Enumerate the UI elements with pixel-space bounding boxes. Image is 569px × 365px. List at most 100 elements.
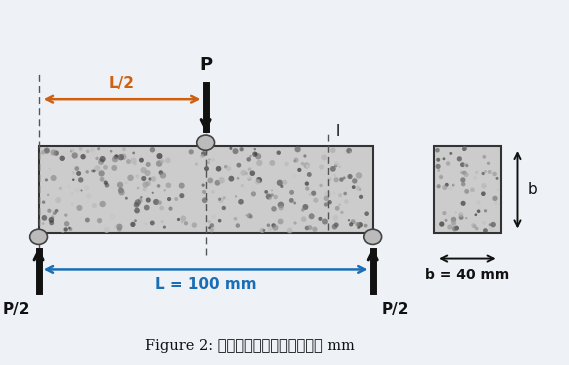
- Point: [207, 227, 216, 233]
- Point: [205, 225, 214, 231]
- Point: [277, 202, 286, 208]
- Point: [122, 195, 131, 201]
- Point: [133, 199, 142, 205]
- Point: [459, 200, 468, 206]
- Point: [148, 190, 157, 196]
- Bar: [39, 146, 373, 233]
- Point: [224, 166, 233, 172]
- Point: [335, 164, 344, 170]
- Point: [330, 172, 339, 178]
- Point: [117, 189, 126, 195]
- Point: [199, 151, 208, 157]
- Text: l: l: [336, 124, 340, 139]
- Point: [141, 221, 150, 227]
- Point: [47, 220, 56, 226]
- Point: [361, 219, 370, 225]
- Point: [451, 210, 460, 215]
- Point: [177, 183, 186, 189]
- Point: [353, 185, 362, 191]
- Point: [267, 188, 277, 193]
- Point: [57, 155, 67, 161]
- Point: [202, 166, 211, 172]
- Point: [97, 170, 106, 176]
- Point: [282, 161, 291, 167]
- Point: [293, 146, 302, 152]
- Point: [460, 146, 469, 151]
- Text: P: P: [199, 56, 212, 74]
- Point: [357, 194, 366, 200]
- Point: [124, 159, 133, 165]
- Point: [345, 174, 354, 180]
- Point: [115, 226, 124, 232]
- Point: [480, 183, 489, 189]
- Point: [245, 166, 254, 172]
- Point: [122, 180, 131, 186]
- Point: [98, 156, 107, 162]
- Point: [234, 162, 244, 168]
- Point: [241, 212, 250, 218]
- Point: [245, 213, 254, 219]
- Point: [115, 224, 124, 230]
- Point: [271, 225, 280, 231]
- Point: [462, 188, 471, 194]
- Point: [456, 215, 465, 220]
- Point: [97, 159, 106, 165]
- Point: [101, 164, 110, 170]
- Point: [335, 202, 344, 208]
- Point: [233, 223, 242, 228]
- Point: [148, 220, 157, 226]
- Point: [160, 188, 170, 193]
- Point: [140, 187, 149, 192]
- Point: [481, 169, 490, 174]
- Point: [130, 161, 139, 166]
- Point: [353, 222, 362, 227]
- Point: [66, 226, 75, 232]
- Point: [231, 216, 240, 222]
- Point: [50, 210, 59, 216]
- Point: [131, 218, 140, 224]
- Point: [351, 178, 360, 184]
- Point: [472, 169, 481, 175]
- Point: [231, 148, 240, 154]
- Point: [164, 196, 174, 202]
- Text: P/2: P/2: [2, 302, 30, 317]
- Point: [311, 197, 320, 203]
- Point: [349, 184, 358, 190]
- Point: [248, 170, 257, 176]
- Point: [439, 156, 448, 162]
- Point: [242, 170, 251, 176]
- Point: [83, 149, 92, 154]
- Point: [474, 147, 483, 153]
- Point: [179, 215, 188, 221]
- Point: [287, 189, 296, 195]
- Point: [155, 200, 164, 205]
- Point: [321, 195, 331, 201]
- Point: [129, 222, 138, 227]
- Point: [442, 218, 451, 223]
- Point: [67, 148, 76, 154]
- Point: [133, 208, 142, 214]
- Point: [460, 170, 469, 176]
- Point: [116, 182, 125, 188]
- Point: [58, 227, 67, 233]
- Point: [266, 196, 275, 201]
- Point: [254, 153, 263, 159]
- Point: [158, 173, 167, 178]
- Point: [45, 166, 54, 172]
- Point: [192, 161, 201, 167]
- Point: [213, 180, 222, 186]
- Point: [255, 160, 264, 166]
- Point: [224, 197, 233, 203]
- Point: [442, 182, 451, 188]
- Point: [42, 148, 51, 154]
- Point: [98, 201, 107, 207]
- Point: [280, 179, 289, 185]
- Point: [44, 192, 53, 198]
- Point: [68, 201, 77, 207]
- Point: [244, 157, 253, 162]
- Point: [349, 219, 358, 224]
- Point: [331, 215, 340, 221]
- Point: [65, 225, 74, 231]
- Point: [262, 189, 271, 195]
- Point: [163, 157, 172, 163]
